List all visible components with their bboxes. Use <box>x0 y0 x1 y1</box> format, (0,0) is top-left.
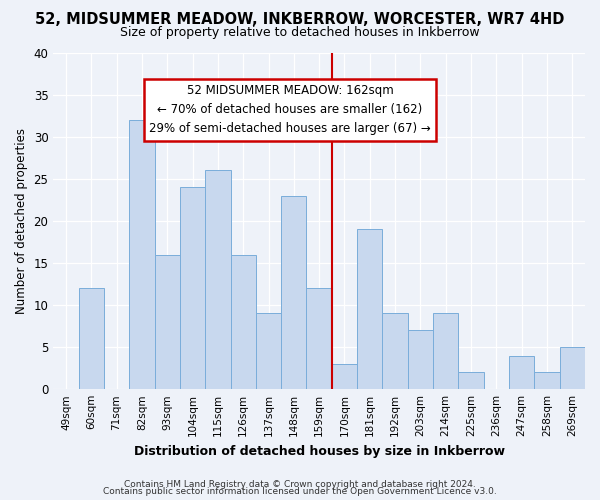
Bar <box>382 314 408 389</box>
Bar <box>129 120 155 389</box>
Y-axis label: Number of detached properties: Number of detached properties <box>15 128 28 314</box>
Bar <box>509 356 535 389</box>
Bar <box>408 330 433 389</box>
Bar <box>281 196 307 389</box>
Bar <box>205 170 230 389</box>
Bar <box>357 230 382 389</box>
Bar <box>307 288 332 389</box>
Bar <box>458 372 484 389</box>
Text: Contains public sector information licensed under the Open Government Licence v3: Contains public sector information licen… <box>103 488 497 496</box>
X-axis label: Distribution of detached houses by size in Inkberrow: Distribution of detached houses by size … <box>134 444 505 458</box>
Bar <box>332 364 357 389</box>
Bar <box>79 288 104 389</box>
Bar <box>180 187 205 389</box>
Text: 52 MIDSUMMER MEADOW: 162sqm
← 70% of detached houses are smaller (162)
29% of se: 52 MIDSUMMER MEADOW: 162sqm ← 70% of det… <box>149 84 431 136</box>
Text: 52, MIDSUMMER MEADOW, INKBERROW, WORCESTER, WR7 4HD: 52, MIDSUMMER MEADOW, INKBERROW, WORCEST… <box>35 12 565 28</box>
Bar <box>560 347 585 389</box>
Bar <box>535 372 560 389</box>
Bar <box>256 314 281 389</box>
Text: Contains HM Land Registry data © Crown copyright and database right 2024.: Contains HM Land Registry data © Crown c… <box>124 480 476 489</box>
Bar <box>230 254 256 389</box>
Bar <box>155 254 180 389</box>
Text: Size of property relative to detached houses in Inkberrow: Size of property relative to detached ho… <box>120 26 480 39</box>
Bar <box>433 314 458 389</box>
